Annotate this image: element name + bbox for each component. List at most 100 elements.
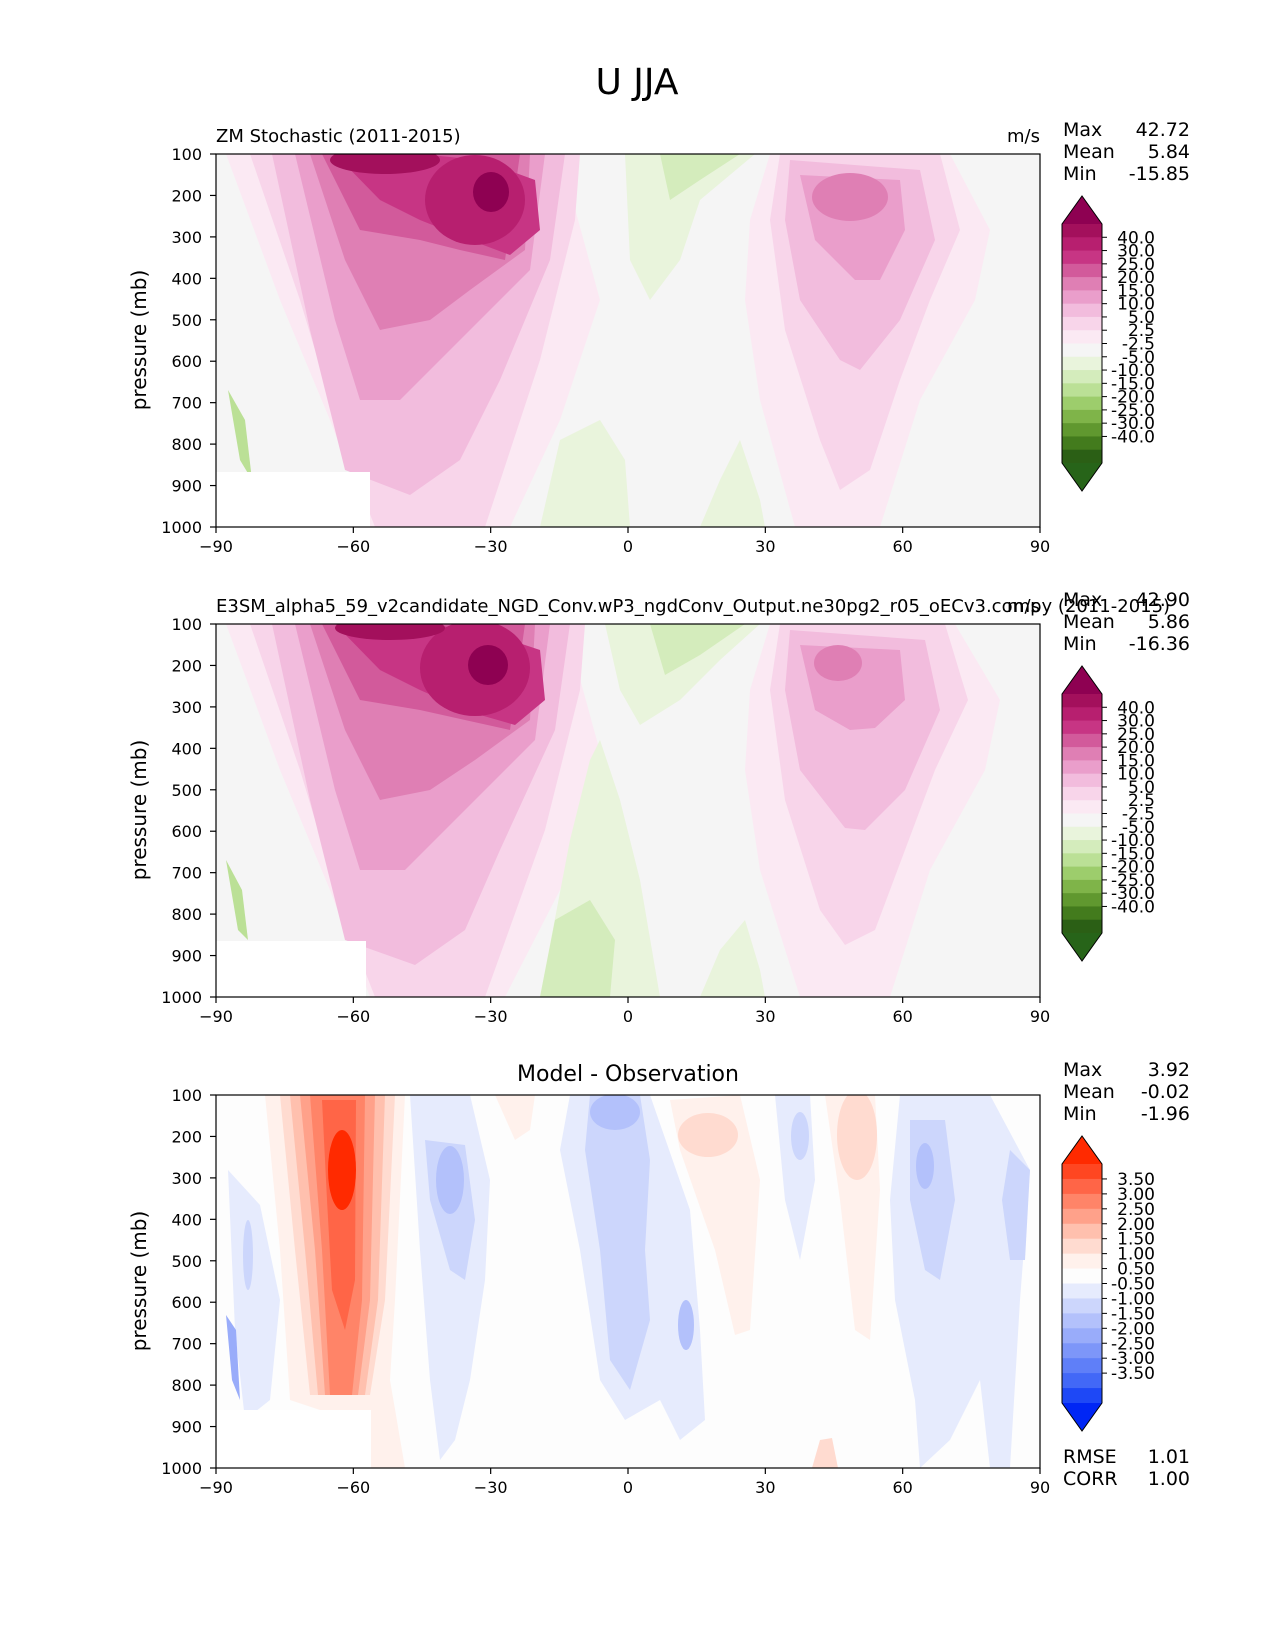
colorbar-segment [1062, 436, 1102, 451]
colorbar-segment [1062, 1268, 1102, 1285]
contour-level [473, 172, 509, 212]
contour-level [678, 1300, 694, 1350]
colorbar-segment [1062, 1328, 1102, 1344]
colorbar-segment [1062, 316, 1102, 331]
colorbar-label: 10.0 [1117, 295, 1155, 315]
panel-title: E3SM_alpha5_59_v2candidate_NGD_Conv.wP3_… [216, 596, 1170, 617]
stat-label: Min [1063, 1103, 1097, 1125]
colorbar-extend-min [1062, 1403, 1102, 1431]
y-tick-label: 200 [171, 186, 202, 205]
contour-level [700, 440, 765, 527]
colorbar-segment [1062, 370, 1102, 384]
colorbar-extend-max [1062, 196, 1102, 224]
colorbar-label: -15.0 [1111, 374, 1155, 394]
stat-label: Mean [1063, 141, 1115, 163]
contour-level [243, 1220, 253, 1290]
colorbar-label: 40.0 [1117, 228, 1155, 248]
colorbar-label: -20.0 [1111, 858, 1155, 878]
colorbar-segment [1062, 449, 1102, 464]
x-tick-label: 30 [755, 537, 775, 556]
y-tick-label: 400 [171, 269, 202, 288]
y-tick-label: 200 [171, 656, 202, 675]
contour-level [590, 1095, 640, 1130]
contour-level [495, 1095, 535, 1140]
x-tick-label: 90 [1030, 1007, 1050, 1026]
contour-level [678, 1113, 738, 1157]
panel-title: ZM Stochastic (2011-2015) [216, 126, 461, 147]
colorbar-segment [1062, 1164, 1102, 1180]
colorbar-outline [1061, 1135, 1103, 1432]
contour-level [226, 1315, 240, 1400]
stat-value: -1.96 [1141, 1103, 1190, 1125]
figure-title: U JJA [595, 62, 678, 103]
colorbar-outline [1061, 665, 1103, 962]
colorbar-segment [1062, 919, 1102, 934]
contour-level [228, 390, 252, 480]
y-tick-label: 300 [171, 698, 202, 717]
y-tick-label: 300 [171, 228, 202, 247]
contour-level [837, 1095, 877, 1180]
colorbar-label: 5.0 [1128, 778, 1155, 798]
y-tick-label: 700 [171, 394, 202, 413]
y-tick-label: 100 [171, 1086, 202, 1105]
colorbar-segment [1062, 1283, 1102, 1300]
y-tick-label: 700 [171, 1335, 202, 1354]
missing-data-mask [216, 941, 366, 997]
contour-field [216, 154, 1040, 527]
colorbar-segment [1062, 1223, 1102, 1240]
x-tick-label: −90 [199, 1478, 233, 1497]
colorbar-label: 3.50 [1117, 1170, 1155, 1190]
x-tick-label: −30 [474, 1007, 508, 1026]
colorbar-label: -10.0 [1111, 361, 1155, 381]
y-tick-label: 500 [171, 1252, 202, 1271]
colorbar-label: 25.0 [1117, 725, 1155, 745]
colorbar-segment [1062, 853, 1102, 868]
stat-label: Max [1063, 1059, 1102, 1081]
colorbar-label: 3.00 [1117, 1185, 1155, 1205]
colorbar-label: -3.00 [1111, 1349, 1155, 1369]
y-tick-label: 500 [171, 781, 202, 800]
colorbar-segment [1062, 423, 1102, 438]
colorbar-segment [1062, 747, 1102, 761]
y-tick-label: 600 [171, 352, 202, 371]
contour-level [791, 1112, 809, 1160]
y-tick-label: 1000 [161, 518, 202, 537]
x-tick-label: −30 [474, 1478, 508, 1497]
panel-title: Model - Observation [517, 1062, 739, 1087]
y-tick-label: 500 [171, 311, 202, 330]
x-tick-label: −60 [336, 537, 370, 556]
x-tick-label: 0 [623, 1007, 633, 1026]
stat-label: Max [1063, 589, 1102, 611]
contour-level [812, 173, 888, 221]
colorbar-segment [1062, 1313, 1102, 1329]
metric-label: RMSE [1063, 1446, 1117, 1468]
colorbar-segment [1062, 1238, 1102, 1255]
y-axis-label: pressure (mb) [127, 1211, 151, 1352]
y-tick-label: 900 [171, 477, 202, 496]
y-tick-label: 900 [171, 1418, 202, 1437]
colorbar-label: -2.50 [1111, 1334, 1155, 1354]
colorbar-segment [1062, 250, 1102, 265]
x-tick-label: −90 [199, 537, 233, 556]
colorbar-segment [1062, 813, 1102, 828]
colorbar-segment [1062, 1208, 1102, 1225]
colorbar-segment [1062, 1373, 1102, 1389]
panel-difference: Model - Observation [127, 1059, 1190, 1497]
colorbar-extend-max [1062, 1136, 1102, 1164]
stat-value: -16.36 [1129, 633, 1190, 655]
colorbar-label: -0.50 [1111, 1275, 1155, 1295]
contour-level [1002, 1150, 1030, 1260]
stat-label: Min [1063, 633, 1097, 655]
y-tick-label: 1000 [161, 1459, 202, 1478]
colorbar-segment [1062, 773, 1102, 788]
colorbar-outline [1061, 195, 1103, 492]
colorbar-label: 10.0 [1117, 765, 1155, 785]
contour-level [700, 920, 765, 997]
colorbar-label: 40.0 [1117, 698, 1155, 718]
colorbar-segment [1062, 866, 1102, 881]
contour-level [670, 1095, 760, 1335]
y-tick-label: 1000 [161, 988, 202, 1007]
y-tick-label: 100 [171, 615, 202, 634]
contour-field [216, 624, 1040, 997]
colorbar-segment [1062, 1193, 1102, 1210]
